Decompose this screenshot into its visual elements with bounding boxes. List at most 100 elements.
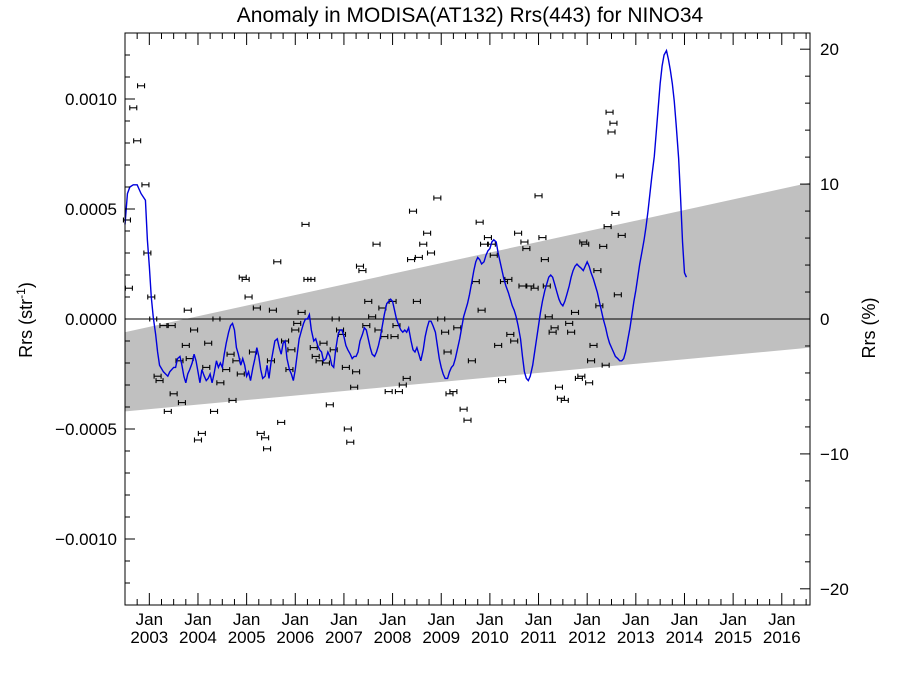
- data-point: [475, 219, 484, 225]
- data-point: [301, 221, 310, 227]
- data-point: [412, 298, 421, 304]
- x-tick-month: Jan: [184, 610, 211, 629]
- data-point: [244, 294, 253, 300]
- data-point: [567, 329, 576, 335]
- x-tick-year: 2012: [568, 628, 606, 647]
- data-point: [155, 378, 164, 384]
- data-point: [325, 402, 334, 408]
- data-point: [414, 254, 423, 260]
- data-point: [209, 408, 219, 414]
- y-tick-label: −0.0005: [55, 420, 117, 439]
- data-point: [181, 342, 190, 348]
- y-tick-label: −0.0010: [55, 530, 117, 549]
- data-point: [603, 224, 612, 230]
- x-tick-year: 2013: [617, 628, 655, 647]
- data-point: [133, 138, 142, 144]
- data-point: [506, 331, 515, 337]
- data-point: [143, 250, 152, 256]
- data-point: [153, 373, 162, 379]
- data-point: [228, 397, 237, 403]
- left-axis-ticks: 0.0010 0.0005 0.0000 −0.0005 −0.0010: [55, 54, 135, 584]
- data-point: [390, 334, 399, 340]
- data-point: [256, 430, 265, 436]
- x-tick-year: 2007: [325, 628, 363, 647]
- data-point: [252, 305, 261, 311]
- data-point: [241, 276, 250, 282]
- x-tick-month: Jan: [573, 610, 600, 629]
- data-point: [554, 384, 564, 390]
- data-point: [510, 338, 519, 344]
- data-point: [570, 309, 580, 315]
- data-point: [520, 239, 529, 245]
- data-point: [407, 257, 416, 263]
- x-tick-year: 2004: [179, 628, 217, 647]
- data-point: [599, 243, 608, 249]
- data-point: [613, 292, 622, 298]
- data-point: [355, 263, 365, 269]
- data-point: [459, 406, 468, 412]
- x-tick-year: 2003: [130, 628, 168, 647]
- right-axis-ticks: 20 10 0 −10 −20: [800, 40, 849, 599]
- data-point: [204, 340, 213, 346]
- data-point: [177, 400, 186, 406]
- data-point: [236, 371, 245, 377]
- data-point: [534, 193, 543, 199]
- data-point: [167, 323, 176, 329]
- data-point: [163, 408, 172, 414]
- x-tick-month: Jan: [330, 610, 357, 629]
- data-point: [423, 230, 432, 236]
- plot-area: [122, 48, 810, 452]
- chart-title: Anomaly in MODISA(AT132) Rrs(443) for NI…: [237, 4, 704, 27]
- data-point: [538, 235, 547, 241]
- data-point: [477, 307, 486, 313]
- x-tick-month: Jan: [768, 610, 795, 629]
- y2-tick-label: −10: [820, 445, 849, 464]
- data-point: [190, 327, 199, 333]
- data-point: [589, 342, 598, 348]
- data-point: [437, 316, 446, 322]
- data-point: [544, 314, 553, 320]
- x-tick-month: Jan: [379, 610, 406, 629]
- y-axis-label-left: Rrs (str-1): [14, 282, 36, 358]
- data-point: [609, 120, 618, 126]
- data-point: [169, 391, 178, 397]
- data-point: [193, 437, 203, 443]
- data-point: [372, 241, 381, 247]
- data-point: [202, 364, 211, 370]
- data-point: [483, 235, 492, 241]
- x-tick-year: 2010: [471, 628, 509, 647]
- data-point: [494, 342, 503, 348]
- data-point: [122, 217, 131, 223]
- data-point: [560, 397, 569, 403]
- anomaly-points: [122, 83, 626, 452]
- x-tick-month: Jan: [622, 610, 649, 629]
- data-point: [319, 340, 328, 346]
- confidence-band: [125, 182, 810, 412]
- data-point: [297, 309, 306, 315]
- data-point: [159, 323, 168, 329]
- x-tick-year: 2014: [666, 628, 704, 647]
- data-point: [433, 195, 442, 201]
- data-point: [263, 446, 272, 452]
- data-point: [394, 389, 403, 395]
- y-tick-label: 0.0000: [65, 310, 117, 329]
- data-point: [565, 320, 574, 326]
- y-tick-label: 0.0005: [65, 200, 117, 219]
- data-point: [467, 358, 476, 364]
- data-point: [530, 285, 539, 291]
- y-tick-label: 0.0010: [65, 90, 117, 109]
- data-point: [261, 435, 270, 441]
- x-tick-year: 2009: [422, 628, 460, 647]
- y2-tick-label: −20: [820, 580, 849, 599]
- y2-tick-label: 20: [820, 40, 839, 59]
- y-axis-label-right: Rrs (%): [859, 298, 879, 359]
- data-point: [548, 329, 557, 335]
- data-point: [398, 382, 407, 388]
- data-point: [595, 303, 604, 309]
- data-point: [514, 230, 523, 236]
- data-point: [419, 241, 428, 247]
- x-tick-month: Jan: [671, 610, 698, 629]
- data-point: [141, 182, 150, 188]
- smoothed-anomaly-line: [124, 48, 688, 383]
- data-point: [540, 257, 549, 263]
